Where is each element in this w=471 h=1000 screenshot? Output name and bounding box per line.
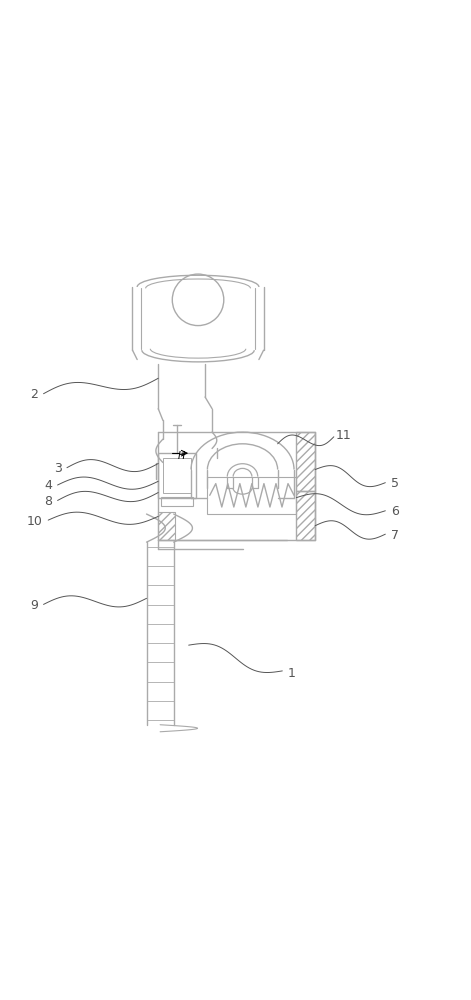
Bar xyxy=(296,432,315,491)
Text: 8: 8 xyxy=(44,495,52,508)
Bar xyxy=(207,477,296,514)
Bar xyxy=(161,497,194,506)
Text: 9: 9 xyxy=(30,599,38,612)
Bar xyxy=(296,491,315,540)
Text: 11: 11 xyxy=(335,429,351,442)
Text: 10: 10 xyxy=(26,515,42,528)
Text: 5: 5 xyxy=(391,477,398,490)
Text: 2: 2 xyxy=(30,388,38,401)
Text: H: H xyxy=(178,451,186,461)
Bar xyxy=(163,458,191,493)
Bar xyxy=(158,512,175,540)
Text: 1: 1 xyxy=(288,667,296,680)
Text: 4: 4 xyxy=(44,479,52,492)
Text: 6: 6 xyxy=(391,505,398,518)
Bar xyxy=(158,453,196,498)
Text: 3: 3 xyxy=(54,462,62,475)
Text: 7: 7 xyxy=(391,529,398,542)
